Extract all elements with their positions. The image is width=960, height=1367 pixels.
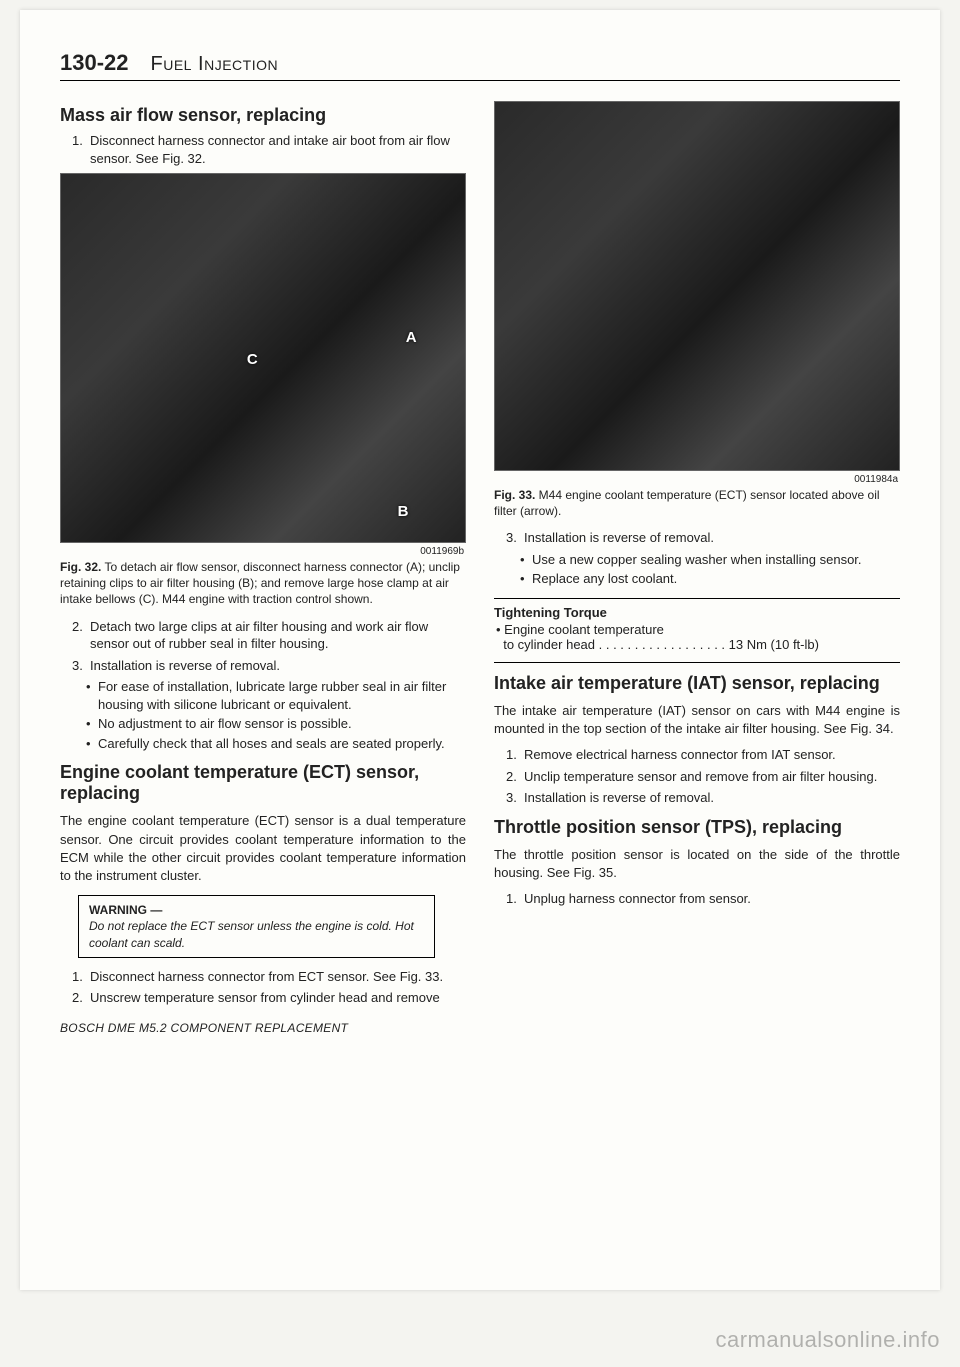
step-text: Unplug harness connector from sensor. xyxy=(524,890,751,908)
fig-caption-lead: Fig. 33. xyxy=(494,488,535,502)
step-number: 1. xyxy=(506,746,524,764)
warning-title: WARNING — xyxy=(89,903,162,917)
figure-32-caption: Fig. 32. To detach air flow sensor, disc… xyxy=(60,559,466,608)
bullet: Carefully check that all hoses and seals… xyxy=(86,735,466,753)
torque-heading: Tightening Torque xyxy=(494,605,900,620)
step-text: Unscrew temperature sensor from cylinder… xyxy=(90,989,440,1007)
fig-label-a: A xyxy=(406,329,417,346)
warning-box: WARNING — Do not replace the ECT sensor … xyxy=(78,895,435,958)
bullet: Replace any lost coolant. xyxy=(520,570,900,588)
step-text: Disconnect harness connector and intake … xyxy=(90,132,466,167)
step: 2. Detach two large clips at air filter … xyxy=(72,618,466,653)
left-column: Mass air flow sensor, replacing 1. Disco… xyxy=(60,95,466,1035)
divider xyxy=(494,598,900,599)
step-text: Disconnect harness connector from ECT se… xyxy=(90,968,443,986)
step-number: 3. xyxy=(506,789,524,807)
step-number: 1. xyxy=(506,890,524,908)
divider xyxy=(494,662,900,663)
torque-value: to cylinder head . . . . . . . . . . . .… xyxy=(496,637,900,652)
step-text: Installation is reverse of removal. xyxy=(90,657,280,675)
step-number: 3. xyxy=(506,529,524,547)
figure-32-photo: A B C xyxy=(60,173,466,543)
step-text: Installation is reverse of removal. xyxy=(524,789,714,807)
fig-label-c: C xyxy=(247,351,258,368)
step: 1. Disconnect harness connector from ECT… xyxy=(72,968,466,986)
step: 3. Installation is reverse of removal. xyxy=(506,789,900,807)
step-number: 2. xyxy=(72,618,90,653)
step: 1. Remove electrical harness connector f… xyxy=(506,746,900,764)
page-header: 130-22 Fuel Injection xyxy=(60,50,900,81)
step-text: Installation is reverse of removal. xyxy=(524,529,714,547)
step: 2. Unclip temperature sensor and remove … xyxy=(506,768,900,786)
step: 3. Installation is reverse of removal. xyxy=(506,529,900,547)
figure-33-id: 0011984a xyxy=(494,474,898,485)
step-number: 2. xyxy=(506,768,524,786)
warning-body: Do not replace the ECT sensor unless the… xyxy=(89,919,414,949)
step-text: Remove electrical harness connector from… xyxy=(524,746,836,764)
step-number: 3. xyxy=(72,657,90,675)
figure-33-photo xyxy=(494,101,900,471)
section-iat-title: Intake air temperature (IAT) sensor, rep… xyxy=(494,673,900,694)
chapter-title: Fuel Injection xyxy=(151,53,279,76)
page-number: 130-22 xyxy=(60,50,129,76)
fig-label-b: B xyxy=(398,503,409,520)
step-number: 1. xyxy=(72,132,90,167)
fig-caption-body: M44 engine coolant temperature (ECT) sen… xyxy=(494,488,880,518)
right-column: 0011984a Fig. 33. M44 engine coolant tem… xyxy=(494,95,900,1035)
step: 2. Unscrew temperature sensor from cylin… xyxy=(72,989,466,1007)
fig-caption-body: To detach air flow sensor, disconnect ha… xyxy=(60,560,460,606)
step-text: Detach two large clips at air filter hou… xyxy=(90,618,466,653)
step: 1. Disconnect harness connector and inta… xyxy=(72,132,466,167)
bullet: For ease of installation, lubricate larg… xyxy=(86,678,466,713)
section-tps-title: Throttle position sensor (TPS), replacin… xyxy=(494,817,900,838)
section-maf-title: Mass air flow sensor, replacing xyxy=(60,105,466,126)
tps-paragraph: The throttle position sensor is located … xyxy=(494,846,900,882)
iat-paragraph: The intake air temperature (IAT) sensor … xyxy=(494,702,900,738)
section-footer: BOSCH DME M5.2 COMPONENT REPLACEMENT xyxy=(60,1021,466,1035)
fig-caption-lead: Fig. 32. xyxy=(60,560,101,574)
bullet: No adjustment to air flow sensor is poss… xyxy=(86,715,466,733)
step-number: 2. xyxy=(72,989,90,1007)
step-text: Unclip temperature sensor and remove fro… xyxy=(524,768,877,786)
bullet: Use a new copper sealing washer when ins… xyxy=(520,551,900,569)
figure-32-id: 0011969b xyxy=(60,546,464,557)
section-ect-title: Engine coolant temperature (ECT) sensor,… xyxy=(60,762,466,804)
watermark: carmanualsonline.info xyxy=(715,1327,940,1353)
step-number: 1. xyxy=(72,968,90,986)
two-column-layout: Mass air flow sensor, replacing 1. Disco… xyxy=(60,95,900,1035)
figure-33-caption: Fig. 33. M44 engine coolant temperature … xyxy=(494,487,900,519)
ect-paragraph: The engine coolant temperature (ECT) sen… xyxy=(60,812,466,885)
step: 3. Installation is reverse of removal. xyxy=(72,657,466,675)
manual-page: 130-22 Fuel Injection Mass air flow sens… xyxy=(20,10,940,1290)
step: 1. Unplug harness connector from sensor. xyxy=(506,890,900,908)
torque-item: • Engine coolant temperature xyxy=(496,622,900,637)
